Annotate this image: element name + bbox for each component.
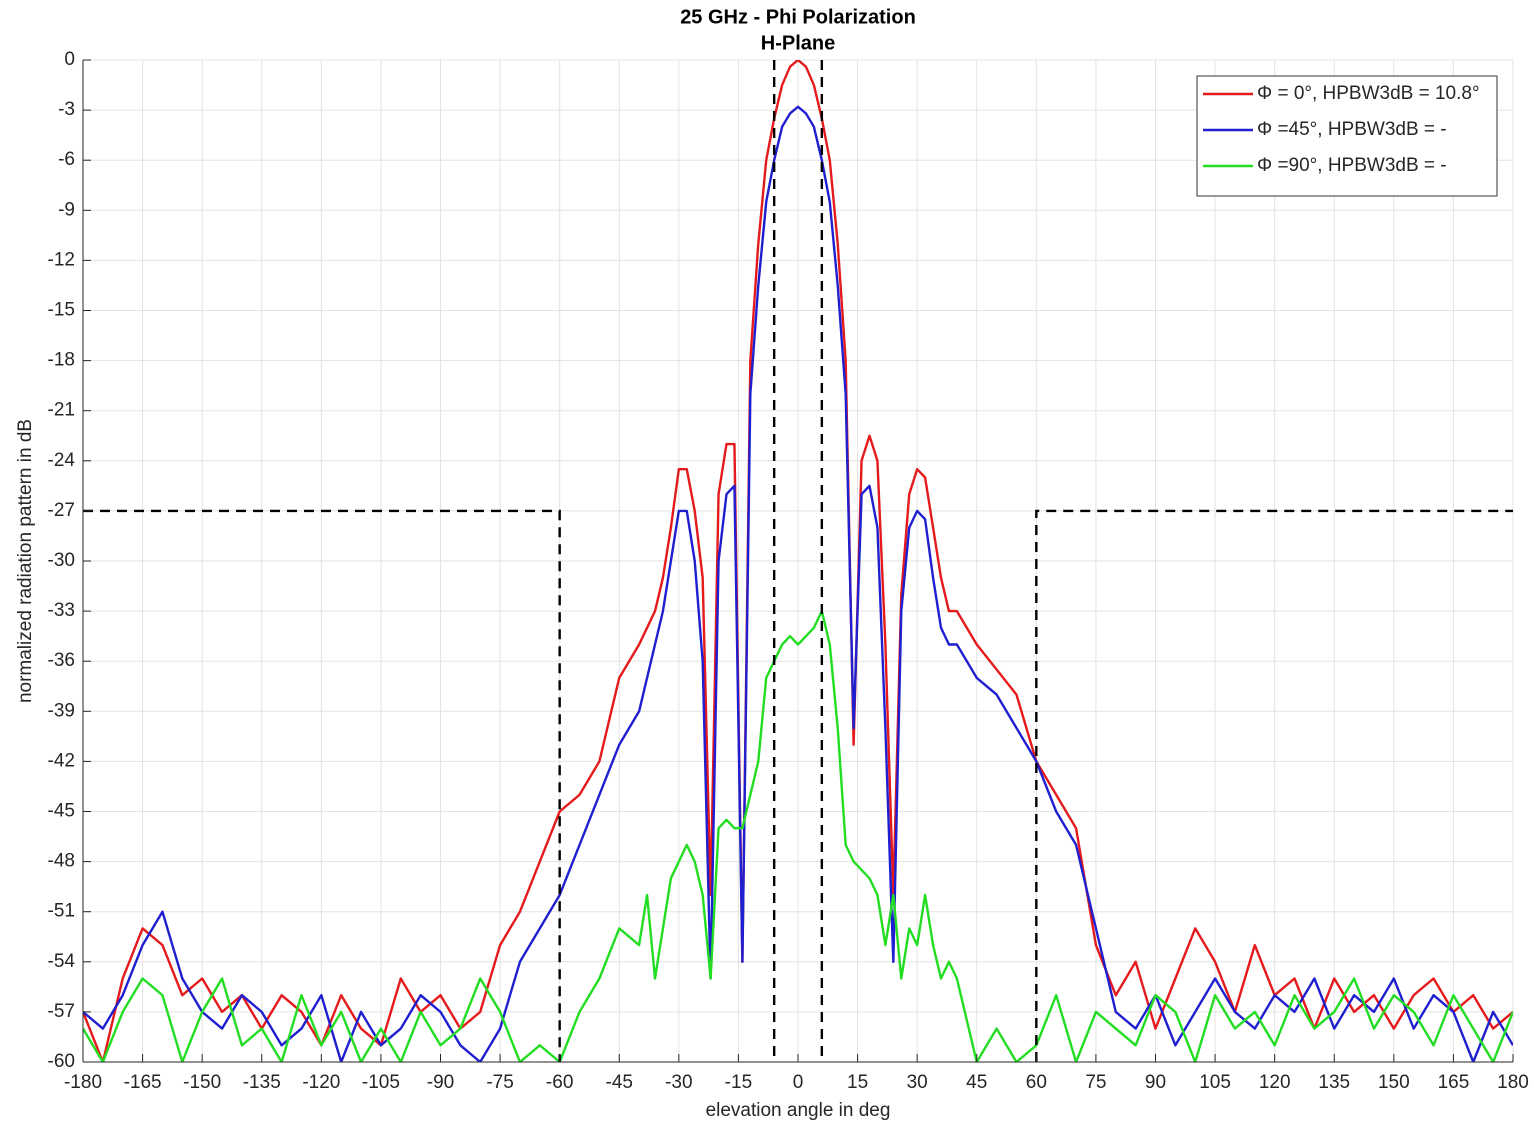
y-tick-label: -54 [48, 951, 76, 972]
y-tick-label: -51 [48, 901, 75, 922]
x-tick-label: 150 [1378, 1072, 1410, 1093]
y-tick-label: -42 [48, 750, 75, 771]
y-axis-label: normalized radiation pattern in dB [15, 419, 36, 703]
y-tick-label: -18 [48, 350, 75, 371]
y-tick-label: -45 [48, 801, 75, 822]
y-tick-label: -12 [48, 249, 75, 270]
axes: -180 -165 -150 -135 -120 -105 -90 -75 -60 -45 -30-… [48, 49, 1529, 1093]
x-tick-label: -120 [302, 1072, 340, 1093]
series-line [83, 609, 1513, 1062]
series-line [83, 105, 1513, 1062]
x-tick-label: -45 [606, 1072, 633, 1093]
y-tick-label: -30 [48, 550, 75, 571]
y-tick-label: -39 [48, 700, 75, 721]
y-tick-label: -24 [48, 450, 76, 471]
x-tick-label: -165 [124, 1072, 162, 1093]
y-tick-label: -27 [48, 500, 75, 521]
chart-subtitle: H-Plane [761, 32, 835, 54]
mask-line [1035, 509, 1513, 1062]
x-tick-label: -30 [665, 1072, 692, 1093]
x-tick-label: 45 [966, 1072, 987, 1093]
x-tick-label: 15 [847, 1072, 868, 1093]
x-tick-label: -75 [486, 1072, 513, 1093]
x-tick-label: -15 [725, 1072, 752, 1093]
x-tick-label: -150 [183, 1072, 221, 1093]
mask-line [83, 509, 561, 1062]
x-tick-label: -180 [64, 1072, 102, 1093]
x-tick-label: 75 [1085, 1072, 1106, 1093]
legend-label: Φ =90°, HPBW3dB = - [1257, 155, 1447, 176]
legend-box [1196, 75, 1498, 197]
chart-title: 25 GHz - Phi Polarization [680, 6, 916, 28]
legend: Φ = 0°, HPBW3dB = 10.8° Φ =45°, HPBW3dB =… [1196, 75, 1498, 197]
y-tick-label: -6 [58, 149, 75, 170]
x-tick-label: 90 [1145, 1072, 1166, 1093]
x-tick-label: 165 [1438, 1072, 1470, 1093]
y-tick-label: -57 [48, 1001, 75, 1022]
x-tick-label: -135 [243, 1072, 281, 1093]
grid [82, 59, 1514, 1063]
x-tick-label: 120 [1259, 1072, 1291, 1093]
x-tick-label: 0 [793, 1072, 804, 1093]
legend-label: Φ = 0°, HPBW3dB = 10.8° [1257, 83, 1480, 104]
x-axis-label: elevation angle in deg [706, 1100, 891, 1121]
lines [83, 60, 1513, 1062]
x-tick-label: -90 [427, 1072, 454, 1093]
x-tick-label: 30 [907, 1072, 928, 1093]
x-tick-label: 105 [1199, 1072, 1231, 1093]
y-tick-label: -60 [48, 1051, 75, 1072]
y-tick-label: -21 [48, 400, 75, 421]
x-tick-label: -60 [546, 1072, 573, 1093]
x-tick-label: 135 [1318, 1072, 1350, 1093]
y-tick-label: -15 [48, 300, 75, 321]
y-tick-label: -33 [48, 600, 75, 621]
y-tick-label: 0 [64, 49, 75, 70]
y-tick-label: -3 [58, 99, 75, 120]
legend-label: Φ =45°, HPBW3dB = - [1257, 119, 1447, 140]
y-tick-label: -36 [48, 650, 75, 671]
series-line [83, 60, 1513, 1062]
x-tick-label: -105 [362, 1072, 400, 1093]
y-tick-label: -48 [48, 851, 75, 872]
x-tick-label: 180 [1497, 1072, 1529, 1093]
x-tick-label: 60 [1026, 1072, 1047, 1093]
y-tick-label: -9 [58, 199, 75, 220]
